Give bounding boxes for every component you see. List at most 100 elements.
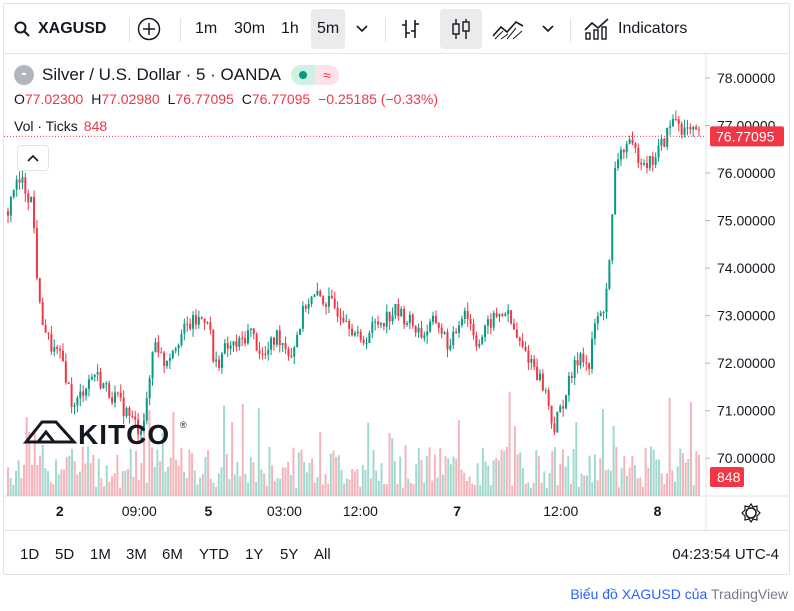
volume-bar — [175, 459, 178, 496]
candle-body — [452, 331, 455, 346]
candle-body — [657, 145, 660, 158]
interval-1m[interactable]: 1m — [195, 20, 218, 37]
x-tick-label: 8 — [654, 503, 662, 519]
candle-body — [617, 159, 620, 169]
area-chart-type-button[interactable] — [492, 4, 524, 54]
candle-body — [405, 323, 408, 325]
candle-body — [122, 397, 125, 417]
candle-body — [215, 359, 218, 362]
attribution[interactable]: Biểu đồ XAGUSD của TradingView — [570, 586, 788, 602]
range-1y[interactable]: 1Y — [245, 545, 264, 563]
volume-bar — [287, 461, 290, 496]
y-tick-label: 74.00000 — [717, 260, 776, 276]
candle-body — [567, 376, 570, 396]
high-value: 77.02980 — [101, 91, 160, 107]
y-tick-label: 76.00000 — [717, 165, 776, 181]
volume-bar — [457, 420, 460, 496]
candle-body — [284, 343, 287, 349]
volume-bar — [193, 470, 196, 496]
volume-bar — [319, 432, 322, 496]
volume-bar — [487, 465, 490, 496]
candle-body — [400, 308, 403, 317]
indicators-button[interactable]: Indicators — [584, 4, 687, 54]
volume-bar — [412, 484, 415, 496]
candle-body — [307, 303, 310, 309]
volume-bar — [129, 448, 132, 496]
clock-timezone[interactable]: 04:23:54 UTC-4 — [672, 545, 779, 563]
volume-bar — [407, 478, 410, 496]
candle-body — [440, 327, 443, 334]
candle-body — [342, 317, 345, 322]
candle-body — [666, 127, 669, 147]
market-status-badge[interactable]: ≈ — [291, 65, 339, 85]
volume-bar — [340, 469, 343, 496]
candle-body — [267, 349, 270, 355]
collapse-legend-button[interactable] — [17, 145, 49, 171]
candles-chart-type-button[interactable] — [440, 9, 482, 49]
range-1d[interactable]: 1D — [20, 545, 40, 563]
chart-type-dropdown[interactable] — [542, 4, 554, 54]
candle-body — [93, 374, 96, 377]
price-chart[interactable]: 70.00000 71.00000 72.00000 73.00000 74.00000… — [4, 4, 790, 575]
legend-title: Silver / U.S. Dollar · 5 · OANDA — [42, 65, 281, 84]
volume-bar — [279, 478, 282, 496]
volume-bar — [207, 450, 210, 496]
kitco-logo-inner-icon — [36, 429, 56, 443]
volume-bar — [7, 467, 9, 496]
volume-bar — [676, 466, 679, 496]
candle-body — [192, 315, 195, 329]
bars-chart-type-button[interactable] — [400, 4, 422, 54]
range-ytd[interactable]: YTD — [199, 545, 229, 563]
toolbar-divider — [570, 18, 571, 42]
symbol-search[interactable]: XAGUSD — [14, 4, 106, 54]
range-all[interactable]: All — [314, 545, 331, 563]
interval-dropdown[interactable] — [356, 4, 368, 54]
volume-bar — [583, 475, 586, 496]
range-6m[interactable]: 6M — [162, 545, 183, 563]
candle-body — [24, 177, 27, 194]
candle-body — [281, 343, 284, 346]
volume-bar — [559, 463, 562, 496]
volume-bar — [345, 478, 348, 496]
candle-body — [218, 359, 221, 368]
range-3m[interactable]: 3M — [126, 545, 147, 563]
volume-bar — [172, 412, 175, 496]
volume-bar — [476, 463, 479, 496]
volume-legend: Vol · Ticks 848 — [14, 118, 107, 134]
volume-bar — [9, 477, 12, 496]
range-1m[interactable]: 1M — [90, 545, 111, 563]
candle-body — [226, 343, 229, 349]
volume-bar — [28, 431, 31, 496]
kitco-logo-icon — [22, 420, 78, 444]
x-tick-label: 2 — [56, 503, 64, 519]
volume-tag-label: 848 — [717, 469, 741, 485]
toolbar-divider — [129, 18, 130, 42]
candle-body — [64, 361, 67, 383]
ohlc-values: O77.02300 H77.02980 L76.77095 C76.77095 … — [14, 91, 438, 107]
candle-body — [145, 398, 148, 421]
volume-bar — [169, 457, 172, 496]
candle-body — [139, 431, 142, 435]
volume-bar — [652, 449, 655, 496]
volume-bar — [217, 473, 220, 496]
interval-5m[interactable]: 5m — [311, 9, 346, 49]
volume-bar — [89, 463, 92, 496]
volume-bar — [601, 409, 604, 496]
interval-1h[interactable]: 1h — [281, 20, 299, 37]
interval-30m[interactable]: 30m — [234, 20, 266, 37]
candle-body — [154, 342, 157, 353]
compare-button[interactable] — [137, 4, 161, 54]
candle-body — [671, 119, 674, 127]
volume-bar — [116, 454, 119, 496]
range-5d[interactable]: 5D — [55, 545, 75, 563]
volume-bar — [561, 449, 564, 496]
volume-value: 848 — [83, 118, 108, 134]
candle-body — [397, 303, 400, 317]
volume-bar — [489, 485, 492, 496]
indicators-label: Indicators — [618, 20, 688, 37]
candle-body — [96, 371, 99, 375]
volume-bar — [698, 454, 700, 496]
volume-bar — [423, 482, 426, 496]
range-5y[interactable]: 5Y — [280, 545, 299, 563]
candle-body — [593, 323, 596, 339]
